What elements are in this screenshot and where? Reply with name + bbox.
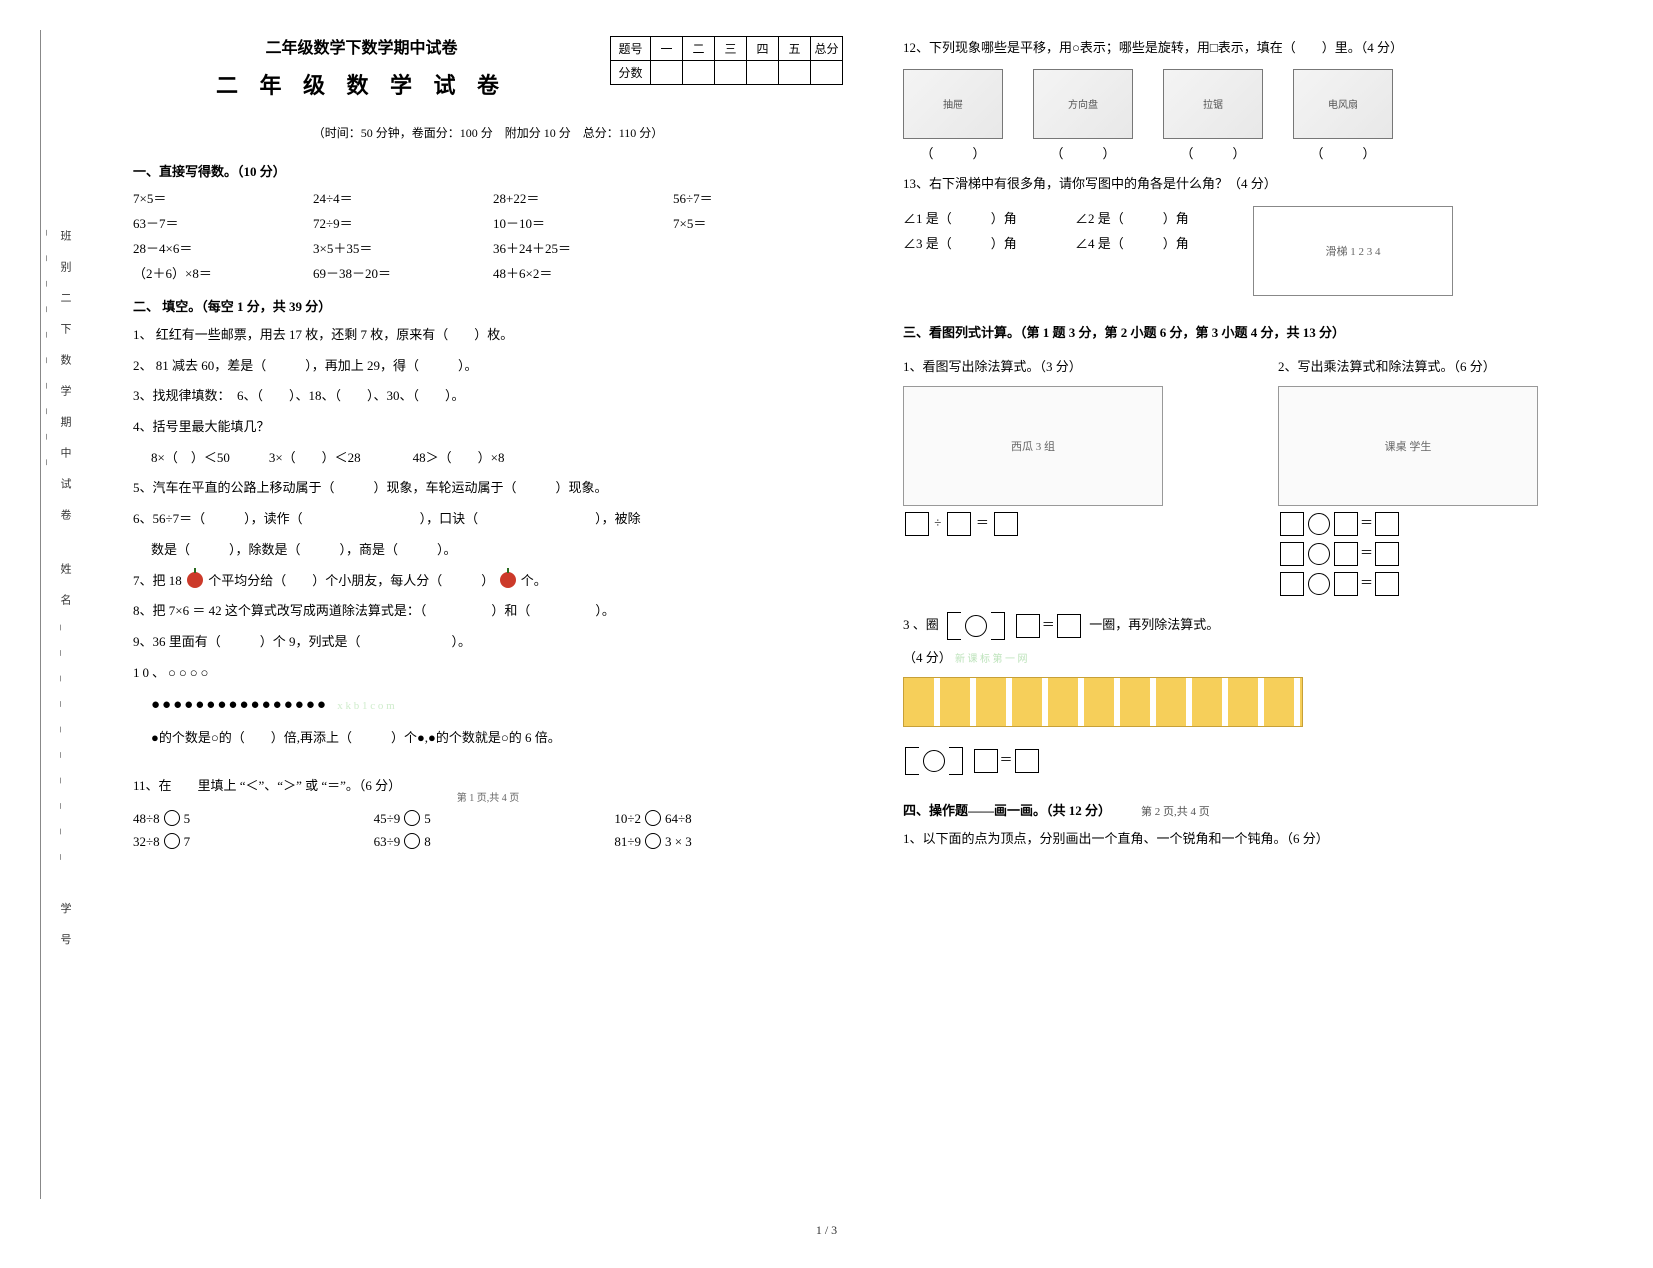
eq-blank: ＝: [1278, 512, 1613, 536]
arith-item: 28－4×6＝: [133, 238, 303, 257]
arith-item: [673, 238, 843, 257]
angle-blanks: ∠1 是（ ）角 ∠2 是（ ）角 ∠3 是（ ）角 ∠4 是（ ）角: [903, 208, 1223, 252]
q13: 13、右下滑梯中有很多角，请你写图中的角各是什么角？（4 分）: [903, 172, 1613, 197]
arith-item: 69－38－20＝: [313, 263, 483, 282]
arith-item: 48＋6×2＝: [493, 263, 663, 282]
q12-blanks: （ ） （ ） （ ） （ ）: [903, 143, 1613, 162]
page-title: 二 年 级 数 学 试 卷: [133, 68, 590, 100]
cmp-item: 10÷264÷8: [614, 810, 843, 827]
q12-images: 抽屉 方向盘 拉锯 电风扇: [903, 69, 1613, 139]
q2-6b: 数是（ ），除数是（ ），商是（ ）。: [133, 538, 843, 563]
fig-watermelons: 西瓜 3 组: [903, 386, 1163, 506]
compare-circle: [645, 833, 661, 849]
q2-10c: ●的个数是○的（ ）倍,再添上（ ）个●,●的个数就是○的 6 倍。: [133, 726, 843, 751]
arithmetic-grid: 7×5＝ 24÷4＝ 28+22＝ 56÷7＝ 63－7＝ 72÷9＝ 10－1…: [133, 188, 843, 282]
s3-q2: 2、写出乘法算式和除法算式。（6 分）: [1278, 355, 1613, 380]
compare-circle: [164, 810, 180, 826]
fruit-row-figure: [903, 677, 1303, 727]
s3-q3-pts: （4 分） 新 课 标 第 一 网: [903, 646, 1613, 671]
apple-icon: [187, 572, 203, 588]
img-wheel: 方向盘: [1033, 69, 1133, 139]
arith-item: 7×5＝: [673, 213, 843, 232]
q12: 12、下列现象哪些是平移，用○表示；哪些是旋转，用□表示，填在（ ）里。（4 分…: [903, 36, 1613, 61]
cmp-item: 48÷85: [133, 810, 362, 827]
q2-4a: 8×（ ）＜50 3×（ ）＜28 48＞（ ）×8: [133, 446, 843, 471]
q2-10: 10、○○○○: [133, 661, 843, 686]
q2-6: 6、56÷7＝（ ），读作（ ），口诀（ ），被除: [133, 507, 843, 532]
section-3-heading: 三、看图列式计算。（第 1 题 3 分，第 2 小题 6 分，第 3 小题 4 …: [903, 322, 1613, 341]
s3-q3: 3 、圈 ＝ 一圈，再列除法算式。: [903, 612, 1613, 640]
arith-item: 24÷4＝: [313, 188, 483, 207]
arith-item: 56÷7＝: [673, 188, 843, 207]
compare-circle: [645, 810, 661, 826]
angle-item: ∠4 是（ ）角: [1075, 233, 1223, 252]
arith-item: 7×5＝: [133, 188, 303, 207]
compare-circle: [404, 833, 420, 849]
img-saw: 拉锯: [1163, 69, 1263, 139]
arith-item: 10－10＝: [493, 213, 663, 232]
subtitle: 二年级数学下数学期中试卷: [133, 34, 590, 58]
compare-circle: [164, 833, 180, 849]
angle-item: ∠1 是（ ）角: [903, 208, 1051, 227]
section-2-heading: 二、 填空。（每空 1 分，共 39 分）: [133, 296, 843, 315]
img-fan: 电风扇: [1293, 69, 1393, 139]
cmp-item: 63÷98: [374, 833, 603, 850]
arith-item: 63－7＝: [133, 213, 303, 232]
section-4-heading: 四、操作题——画一画。（共 12 分）: [903, 800, 1111, 819]
compare-grid: 48÷85 45÷95 10÷264÷8 32÷87 63÷98 81÷93 ×…: [133, 810, 843, 850]
page2-marker: 第 2 页,共 4 页: [1141, 803, 1210, 819]
right-column: 12、下列现象哪些是平移，用○表示；哪些是旋转，用□表示，填在（ ）里。（4 分…: [903, 30, 1613, 1199]
eq-blank: ＝: [1278, 572, 1613, 596]
cmp-item: 81÷93 × 3: [614, 833, 843, 850]
score-row2-label: 分数: [611, 61, 651, 85]
q2-5: 5、汽车在平直的公路上移动属于（ ）现象，车轮运动属于（ ）现象。: [133, 476, 843, 501]
score-table: 题号 一 二 三 四 五 总分 分数: [610, 36, 843, 85]
arith-item: [673, 263, 843, 282]
q2-3: 3、找规律填数： 6、（ ）、18、（ ）、30、（ ）。: [133, 384, 843, 409]
s4-q1: 1、以下面的点为顶点，分别画出一个直角、一个锐角和一个钝角。（6 分）: [903, 827, 1613, 852]
watermark-text: x k b 1 c o m: [337, 700, 394, 712]
img-drawer: 抽屉: [903, 69, 1003, 139]
q2-8: 8、把 7×6 ＝ 42 这个算式改写成两道除法算式是：（ ）和（ ）。: [133, 599, 843, 624]
q2-1: 1、 红红有一些邮票，用去 17 枚，还剩 7 枚，原来有（ ）枚。: [133, 323, 843, 348]
eq-blank: ＝: [903, 747, 1613, 775]
compare-circle: [404, 810, 420, 826]
slide-figure: 滑梯 1 2 3 4: [1253, 206, 1453, 296]
s3-q1: 1、看图写出除法算式。（3 分）: [903, 355, 1238, 380]
eq-blank: ＝: [1278, 542, 1613, 566]
angle-item: ∠3 是（ ）角: [903, 233, 1051, 252]
arith-item: 3×5＋35＝: [313, 238, 483, 257]
arith-item: （2＋6）×8＝: [133, 263, 303, 282]
watermark-text: 新 课 标 第 一 网: [955, 654, 1028, 665]
angle-item: ∠2 是（ ）角: [1075, 208, 1223, 227]
time-line: （时间：50 分钟，卷面分：100 分 附加分 10 分 总分：110 分）: [133, 124, 843, 141]
page-number: 1 / 3: [40, 1223, 1613, 1238]
score-row-label: 题号: [611, 37, 651, 61]
arith-item: 28+22＝: [493, 188, 663, 207]
q2-4: 4、括号里最大能填几？: [133, 415, 843, 440]
binding-margin: 班别二下数学期中试卷 姓名__________ 学号__________: [40, 30, 73, 1199]
q2-2: 2、 81 减去 60，差是（ ），再加上 29，得（ ）。: [133, 354, 843, 379]
division-blank: ÷ ＝: [903, 512, 1238, 536]
fig-desks: 课桌 学生: [1278, 386, 1538, 506]
q2-7: 7、把 18 个平均分给（ ）个小朋友，每人分（ ） 个。: [133, 569, 843, 594]
cmp-item: 45÷95: [374, 810, 603, 827]
q2-10b: ●●●●●●●●●●●●●●●● x k b 1 c o m: [133, 691, 843, 720]
side-label: 班别二下数学期中试卷 姓名__________ 学号__________: [45, 230, 71, 965]
apple-icon: [500, 572, 516, 588]
arith-item: 36＋24＋25＝: [493, 238, 663, 257]
q2-9: 9、36 里面有（ ）个 9，列式是（ ）。: [133, 630, 843, 655]
cmp-item: 32÷87: [133, 833, 362, 850]
left-column: 二年级数学下数学期中试卷 二 年 级 数 学 试 卷 题号 一 二 三 四 五 …: [133, 30, 843, 1199]
section-1-heading: 一、直接写得数。（10 分）: [133, 161, 843, 180]
arith-item: 72÷9＝: [313, 213, 483, 232]
